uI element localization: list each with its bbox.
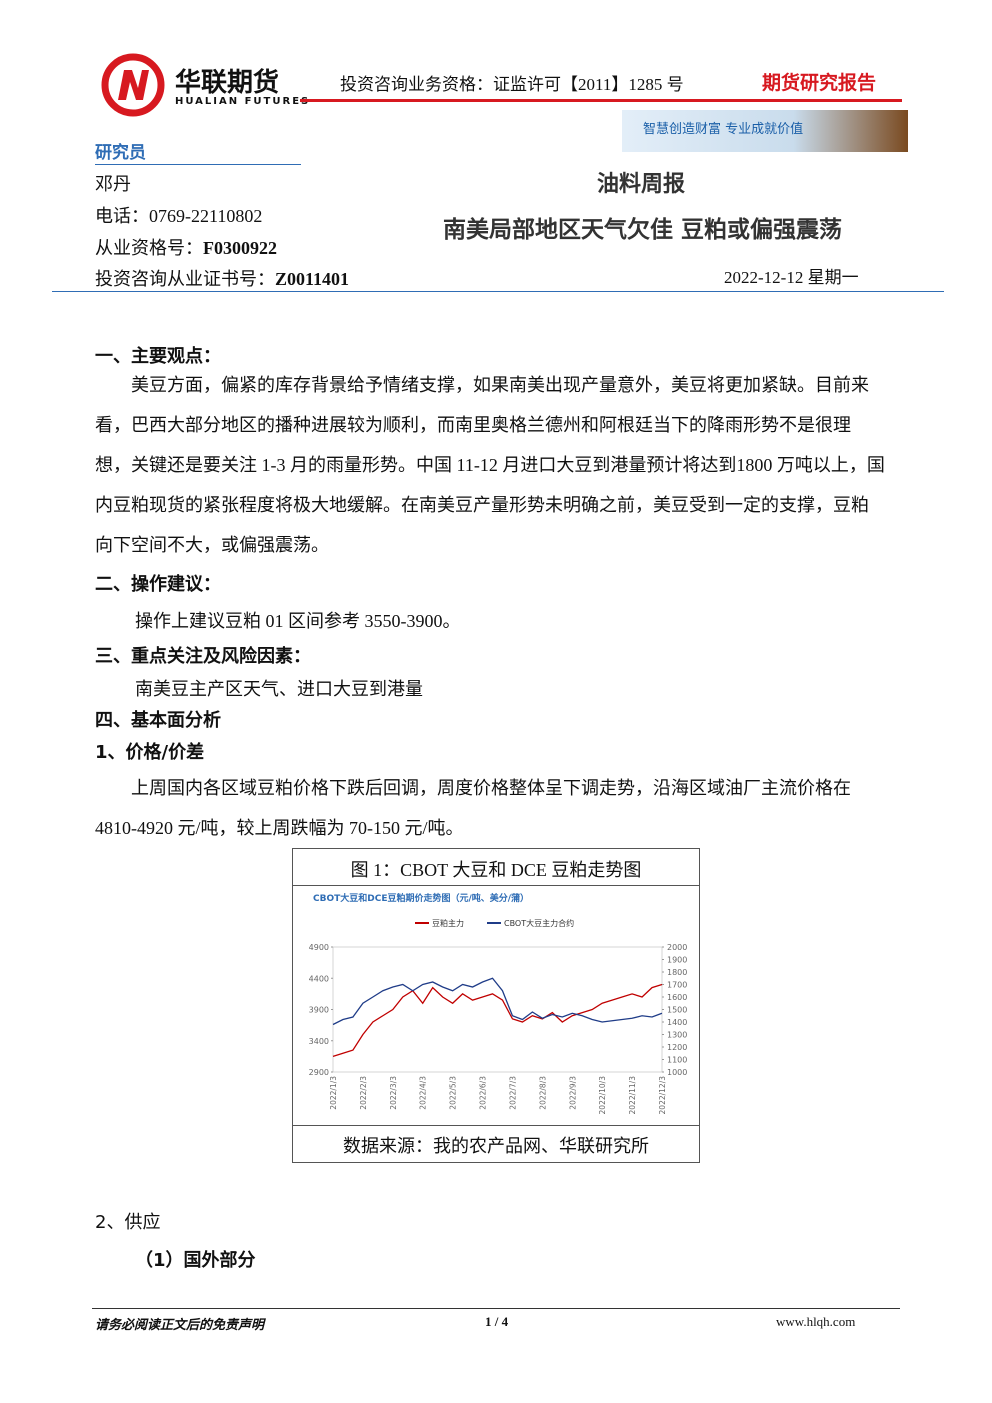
section-heading: 三、重点关注及风险因素： bbox=[95, 646, 311, 667]
figure-caption: 图 1：CBOT 大豆和 DCE 豆粕走势图 bbox=[350, 860, 642, 880]
slogan-banner bbox=[622, 110, 908, 152]
chart-title: CBOT大豆和DCE豆粕期价走势图（元/吨、美分/蒲） bbox=[313, 892, 529, 904]
plot-frame bbox=[332, 946, 663, 1073]
section-heading: 1、价格/价差 bbox=[95, 742, 205, 763]
section-heading: 二、操作建议： bbox=[95, 574, 221, 595]
x-tick-label: 2022/6/3 bbox=[479, 1076, 488, 1110]
report-type: 期货研究报告 bbox=[762, 72, 877, 94]
x-tick-label: 2022/9/3 bbox=[568, 1076, 577, 1110]
report-category: 油料周报 bbox=[597, 172, 686, 197]
chart: CBOT大豆和DCE豆粕期价走势图（元/吨、美分/蒲） 2900 3400 3900 4… bbox=[309, 892, 688, 1115]
y2-tick-label: 1800 bbox=[667, 968, 687, 977]
page-number: 1 / 4 bbox=[485, 1314, 509, 1329]
y2-tick-label: 1400 bbox=[667, 1018, 687, 1027]
y2-tick-label: 1200 bbox=[667, 1043, 687, 1052]
advisory-label: 投资咨询从业证书号： bbox=[95, 269, 275, 289]
series-line bbox=[332, 977, 663, 1026]
section-heading: 2、供应 bbox=[95, 1212, 161, 1233]
y-tick-label: 3400 bbox=[309, 1037, 329, 1046]
x-tick-label: 2022/4/3 bbox=[419, 1076, 428, 1110]
x-tick-label: 2022/1/3 bbox=[329, 1076, 338, 1110]
logo bbox=[101, 53, 165, 117]
series-line bbox=[332, 983, 663, 1057]
x-tick-label: 2022/12/3 bbox=[658, 1076, 667, 1115]
rule bbox=[52, 291, 944, 292]
paragraph: 操作上建议豆粕 01 区间参考 3550-3900。 bbox=[135, 611, 461, 631]
qualification: 投资咨询业务资格：证监许可【2011】1285 号 bbox=[340, 75, 684, 94]
footer-rule bbox=[92, 1308, 900, 1309]
section-heading: （1）国外部分 bbox=[135, 1250, 256, 1271]
x-tick-label: 2022/3/3 bbox=[389, 1076, 398, 1110]
researcher-label: 研究员 bbox=[95, 143, 146, 163]
phone: 电话：0769-22110802 bbox=[95, 206, 263, 226]
x-tick-label: 2022/5/3 bbox=[449, 1076, 458, 1110]
advisory-value: Z0011401 bbox=[275, 269, 350, 289]
figure bbox=[292, 848, 700, 1163]
legend-label: 豆粕主力 bbox=[432, 918, 464, 928]
y-tick-label: 4900 bbox=[309, 943, 329, 952]
disclaimer: 请务必阅读正文后的免责声明 bbox=[95, 1317, 265, 1332]
rule bbox=[95, 164, 301, 165]
headline: 南美局部地区天气欠佳 豆粕或偏强震荡 bbox=[443, 217, 843, 243]
y-tick-label: 3900 bbox=[309, 1006, 329, 1015]
advisory-license: 投资咨询从业证书号：Z0011401 bbox=[95, 265, 349, 291]
slogan: 智慧创造财富 专业成就价值 bbox=[643, 122, 804, 137]
paragraph: 上周国内各区域豆粕价格下跌后回调，周度价格整体呈下调走势，沿海区域油厂主流价格在… bbox=[95, 778, 851, 838]
header-rule bbox=[300, 99, 902, 102]
rule bbox=[292, 1125, 700, 1126]
x-tick-label: 2022/8/3 bbox=[538, 1076, 547, 1110]
y2-tick-label: 1300 bbox=[667, 1031, 687, 1040]
company-en: HUALIAN FUTURES bbox=[175, 96, 311, 107]
x-tick-label: 2022/11/3 bbox=[628, 1076, 637, 1115]
figure-source: 数据来源：我的农产品网、华联研究所 bbox=[343, 1136, 649, 1156]
paragraph: 南美豆主产区天气、进口大豆到港量 bbox=[135, 679, 423, 699]
x-tick-label: 2022/7/3 bbox=[508, 1076, 517, 1110]
site-url: www.hlqh.com bbox=[776, 1314, 856, 1329]
researcher-name: 邓丹 bbox=[95, 174, 131, 194]
y2-tick-label: 1600 bbox=[667, 993, 687, 1002]
y2-tick-label: 2000 bbox=[667, 943, 687, 952]
y2-tick-label: 1000 bbox=[667, 1068, 687, 1077]
section-heading: 四、基本面分析 bbox=[95, 710, 221, 731]
paragraph: 美豆方面，偏紧的库存背景给予情绪支撑，如果南美出现产量意外，美豆将更加紧缺。目前… bbox=[95, 375, 885, 555]
license-label: 从业资格号： bbox=[95, 238, 203, 258]
legend-label: CBOT大豆主力合约 bbox=[504, 918, 574, 928]
license: 从业资格号：F0300922 bbox=[95, 234, 277, 260]
rule bbox=[292, 885, 700, 886]
company-cn: 华联期货 bbox=[175, 68, 280, 98]
x-tick-label: 2022/10/3 bbox=[598, 1076, 607, 1115]
y2-tick-label: 1100 bbox=[667, 1056, 687, 1065]
license-value: F0300922 bbox=[203, 238, 277, 258]
y2-tick-label: 1500 bbox=[667, 1006, 687, 1015]
y-tick-label: 2900 bbox=[309, 1068, 329, 1077]
x-tick-label: 2022/2/3 bbox=[359, 1076, 368, 1110]
section-heading: 一、主要观点： bbox=[95, 346, 221, 367]
y2-tick-label: 1900 bbox=[667, 956, 687, 965]
y-tick-label: 4400 bbox=[309, 974, 329, 983]
y2-tick-label: 1700 bbox=[667, 981, 687, 990]
date: 2022-12-12 星期一 bbox=[724, 268, 859, 287]
